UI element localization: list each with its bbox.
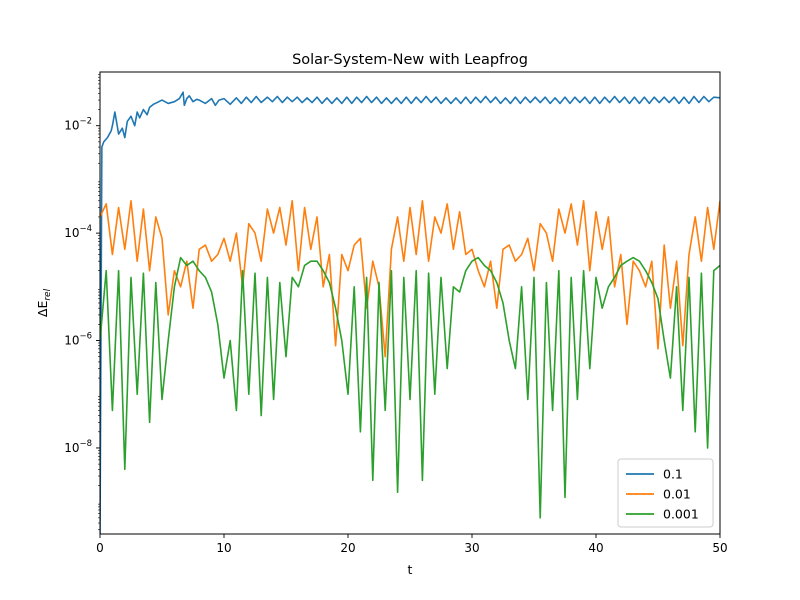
legend-label: 0.001 — [663, 507, 699, 522]
y-axis: 10−8 10−6 10−4 10−2 — [64, 74, 100, 531]
y-tick-label: 10−6 — [64, 332, 92, 348]
y-tick-label: 10−2 — [64, 117, 92, 133]
x-tick-label: 40 — [588, 541, 603, 555]
chart-title: Solar-System-New with Leapfrog — [292, 52, 528, 68]
series-lines — [100, 91, 720, 534]
legend: 0.1 0.01 0.001 — [617, 458, 714, 528]
x-tick-label: 20 — [340, 541, 355, 555]
series-line-2 — [100, 256, 720, 519]
y-axis-label-subscript: rel — [43, 288, 53, 300]
y-axis-label: ΔErel — [35, 288, 53, 317]
series-line-0 — [100, 91, 720, 534]
x-axis: 0 10 20 30 40 50 — [96, 534, 728, 555]
legend-label: 0.1 — [663, 467, 683, 482]
legend-label: 0.01 — [663, 487, 691, 502]
y-tick-label: 10−4 — [64, 224, 92, 240]
series-line-1 — [100, 199, 720, 358]
x-tick-label: 0 — [96, 541, 104, 555]
x-axis-label: t — [408, 562, 413, 577]
y-axis-label-main: ΔE — [35, 301, 50, 318]
x-tick-label: 50 — [712, 541, 727, 555]
legend-box — [617, 458, 714, 528]
x-tick-label: 30 — [464, 541, 479, 555]
y-tick-label: 10−8 — [64, 439, 92, 455]
x-tick-label: 10 — [216, 541, 231, 555]
